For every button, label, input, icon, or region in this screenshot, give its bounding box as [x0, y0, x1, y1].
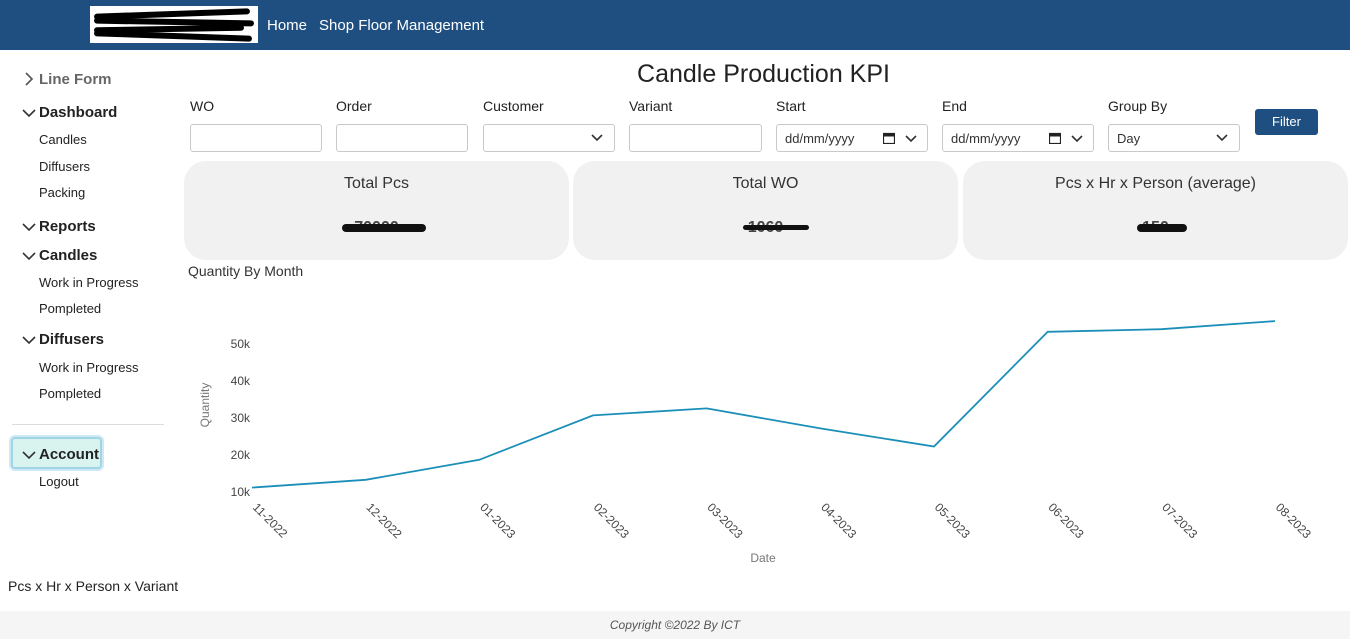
nav-shop-floor-link[interactable]: Shop Floor Management [319, 17, 485, 34]
x-tick-label: 11-2022 [250, 500, 291, 541]
x-tick-label: 12-2022 [364, 500, 405, 541]
end-label: End [942, 98, 967, 114]
start-label: Start [776, 98, 806, 114]
sidebar-subitem-candles-wip[interactable]: Work in Progress [39, 275, 139, 290]
sidebar-subitem-candles[interactable]: Candles [39, 132, 87, 147]
kpi-card-total-pcs: Total Pcs 70000 [184, 161, 569, 260]
redaction-mark [743, 225, 809, 230]
chevron-down-icon [22, 223, 36, 232]
kpi-card-total-wo: Total WO 1060 [573, 161, 958, 260]
sidebar-item-candles[interactable]: Candles [39, 247, 98, 264]
x-tick-label: 01-2023 [477, 500, 518, 541]
order-input[interactable] [336, 124, 468, 152]
chevron-right-icon [25, 72, 34, 86]
sidebar-item-reports[interactable]: Reports [39, 218, 96, 235]
customer-select[interactable] [483, 124, 615, 152]
chevron-down-icon [22, 109, 36, 118]
x-axis-label: Date [750, 551, 776, 565]
company-logo[interactable] [90, 6, 258, 43]
y-tick-label: 50k [231, 337, 251, 351]
sidebar-account-label[interactable]: Account [39, 446, 99, 463]
kpi-title: Pcs x Hr x Person (average) [1055, 175, 1256, 192]
sidebar: Line Form Dashboard Candles Diffusers Pa… [0, 50, 175, 610]
calendar-icon[interactable] [1049, 132, 1061, 144]
y-tick-label: 20k [231, 448, 251, 462]
order-label: Order [336, 98, 372, 114]
section-label: Pcs x Hr x Person x Variant [8, 578, 179, 594]
x-tick-label: 02-2023 [591, 500, 632, 541]
y-axis-label: Quantity [198, 383, 212, 428]
x-tick-label: 04-2023 [818, 500, 859, 541]
x-tick-label: 08-2023 [1273, 500, 1314, 541]
sidebar-item-diffusers[interactable]: Diffusers [39, 331, 105, 348]
group-by-select[interactable]: Day [1108, 124, 1240, 152]
chevron-down-icon [1216, 134, 1228, 142]
end-date-placeholder: dd/mm/yyyy [951, 131, 1021, 146]
sidebar-item-line-form[interactable]: Line Form [39, 71, 112, 88]
quantity-line-chart: 10k 20k 30k 40k 50k 11-2022 12-2022 01-2023 02-… [198, 320, 1314, 565]
customer-label: Customer [483, 98, 544, 114]
series-line [251, 320, 1276, 489]
end-date-input[interactable]: dd/mm/yyyy [942, 124, 1094, 152]
sidebar-subitem-diffusers[interactable]: Diffusers [39, 159, 91, 174]
group-by-value: Day [1117, 131, 1141, 146]
nav-home-link[interactable]: Home [267, 17, 308, 34]
x-tick-label: 06-2023 [1046, 500, 1087, 541]
sidebar-subitem-packing[interactable]: Packing [39, 185, 86, 200]
y-tick-label: 40k [231, 374, 251, 388]
copyright-text: Copyright ©2022 By ICT [609, 618, 741, 632]
chart-title: Quantity By Month [188, 263, 304, 279]
sidebar-subitem-diffusers-wip[interactable]: Work in Progress [39, 360, 139, 375]
chevron-down-icon [22, 252, 36, 261]
variant-input[interactable] [629, 124, 762, 152]
group-by-label: Group By [1108, 98, 1168, 114]
redaction-mark [342, 224, 426, 232]
sidebar-subitem-diffusers-completed[interactable]: Pompleted [39, 386, 102, 401]
kpi-card-pcs-per-hr-person: Pcs x Hr x Person (average) 150 [963, 161, 1348, 260]
sidebar-divider [12, 424, 164, 425]
x-tick-label: 07-2023 [1159, 500, 1200, 541]
kpi-title: Total WO [732, 175, 799, 192]
sidebar-item-dashboard[interactable]: Dashboard [39, 104, 118, 121]
kpi-title: Total Pcs [344, 175, 409, 192]
y-tick-label: 30k [231, 411, 251, 425]
chevron-down-icon [22, 336, 36, 345]
top-navbar: Home Shop Floor Management [0, 0, 1350, 50]
variant-label: Variant [629, 98, 673, 114]
y-tick-label: 10k [231, 485, 251, 499]
x-tick-label: 03-2023 [705, 500, 746, 541]
wo-label: WO [190, 98, 215, 114]
sidebar-subitem-candles-completed[interactable]: Pompleted [39, 301, 102, 316]
footer: Copyright ©2022 By ICT [0, 611, 1350, 639]
chevron-down-icon [905, 135, 917, 143]
chevron-down-icon [1071, 135, 1083, 143]
chevron-down-icon [22, 451, 36, 460]
start-date-placeholder: dd/mm/yyyy [785, 131, 855, 146]
sidebar-subitem-logout[interactable]: Logout [39, 474, 79, 489]
page-title: Candle Production KPI [637, 60, 890, 88]
x-tick-label: 05-2023 [932, 500, 973, 541]
redaction-mark [1137, 224, 1187, 232]
calendar-icon[interactable] [883, 132, 895, 144]
filter-button[interactable]: Filter [1255, 109, 1318, 135]
start-date-input[interactable]: dd/mm/yyyy [776, 124, 928, 152]
chevron-down-icon [591, 134, 603, 142]
wo-input[interactable] [190, 124, 322, 152]
sidebar-item-account[interactable] [11, 437, 102, 469]
